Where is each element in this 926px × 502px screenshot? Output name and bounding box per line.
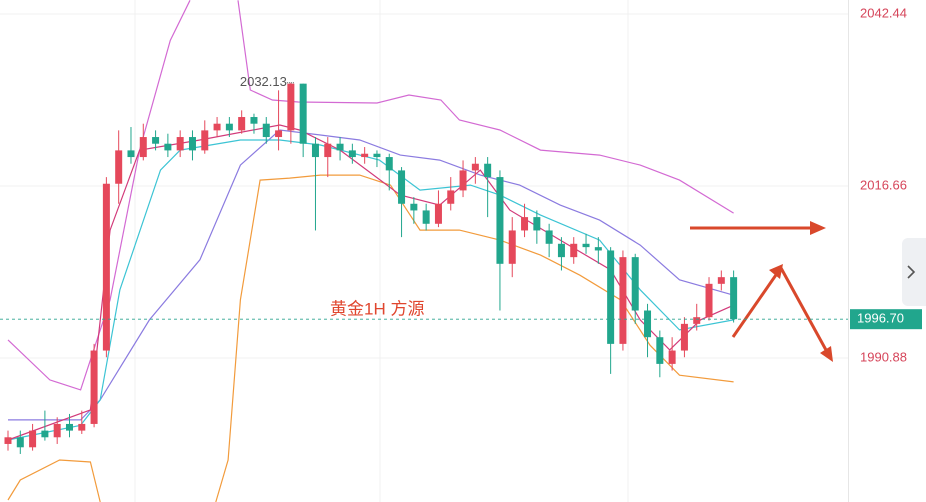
y-tick-label: 1990.88 — [860, 349, 907, 364]
candle-body — [41, 430, 49, 438]
arrow-line — [731, 271, 780, 338]
candle-body — [508, 230, 516, 264]
arrow-head — [810, 221, 826, 235]
candle-body — [336, 143, 344, 151]
candle-body — [607, 250, 615, 344]
candle-body — [65, 423, 73, 431]
candle-body — [250, 117, 258, 124]
candle-body — [459, 170, 467, 191]
candle-body — [582, 243, 590, 248]
candle-body — [78, 423, 86, 431]
candle-body — [680, 323, 688, 351]
candle-body — [484, 163, 492, 178]
candle-body — [16, 437, 24, 448]
candle-body — [557, 243, 565, 258]
candle-body — [717, 277, 725, 284]
candle-body — [4, 437, 12, 444]
candle-body — [521, 217, 529, 231]
candle-body — [188, 137, 196, 151]
collapse-icon[interactable] — [907, 265, 916, 279]
candle-body — [127, 150, 135, 158]
last-price-label: 1996.70 — [857, 311, 904, 326]
candle-body — [730, 277, 738, 320]
candle-body — [176, 137, 184, 151]
candle-body — [275, 130, 283, 138]
candle-body — [631, 257, 639, 311]
indicator-line — [7, 174, 734, 502]
candle-body — [311, 143, 319, 158]
y-tick-label: 2042.44 — [860, 5, 907, 20]
candle-body — [644, 310, 652, 338]
candle-body — [434, 203, 442, 224]
indicator-line — [8, 129, 734, 421]
grid — [0, 13, 848, 359]
candle-body — [115, 150, 123, 184]
candle-body — [656, 337, 664, 364]
candle-body — [287, 83, 295, 131]
last-price-box — [850, 309, 922, 330]
candle-body — [90, 350, 98, 424]
candle-body — [324, 143, 332, 158]
candle-body — [262, 123, 270, 138]
price-axis: 2042.44 2016.66 1990.88 — [860, 5, 907, 364]
chart-title: 黄金1H 方源 — [330, 299, 424, 318]
candle-body — [164, 143, 172, 151]
candle-body — [570, 243, 578, 258]
indicator-line — [7, 0, 734, 391]
arrow-head — [820, 346, 833, 362]
candle-body — [152, 137, 160, 144]
candle-body — [361, 153, 369, 158]
high-label: 2032.13 — [240, 74, 287, 89]
arrow-head — [769, 264, 783, 279]
candle-body — [385, 157, 393, 171]
candle-body — [102, 183, 110, 351]
candle-body — [668, 350, 676, 364]
candle-body — [705, 283, 713, 318]
candle-body — [53, 423, 61, 438]
candle-body — [545, 230, 553, 244]
candle-body — [139, 137, 147, 158]
candle-body — [398, 170, 406, 204]
candle-body — [447, 190, 455, 204]
candle-body — [410, 203, 418, 211]
candle-body — [533, 217, 541, 231]
collapse-button[interactable] — [902, 238, 926, 306]
candle-body — [373, 153, 381, 158]
candle-body — [225, 123, 233, 131]
y-tick-label: 2016.66 — [860, 177, 907, 192]
candles — [4, 82, 738, 454]
candle-body — [201, 130, 209, 151]
forecast-arrows — [690, 221, 833, 362]
candle-body — [29, 430, 37, 448]
candle-body — [619, 257, 627, 344]
candle-body — [238, 117, 246, 131]
candle-body — [299, 83, 307, 144]
candle-body — [213, 123, 221, 131]
arrow-line — [779, 267, 828, 351]
candle-body — [496, 177, 504, 264]
candle-body — [348, 150, 356, 158]
candle-body — [693, 317, 701, 324]
candle-body — [422, 210, 430, 224]
candle-body — [471, 163, 479, 171]
candle-body — [594, 247, 602, 251]
